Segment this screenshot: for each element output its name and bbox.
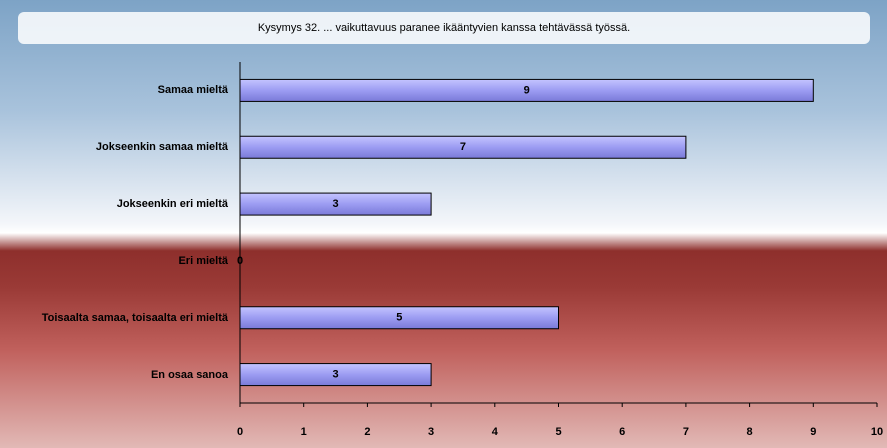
value-label: 7 bbox=[460, 141, 466, 153]
x-tick-label: 4 bbox=[492, 426, 499, 438]
x-tick-label: 8 bbox=[747, 426, 753, 438]
category-text: En osaa sanoa bbox=[150, 368, 228, 381]
value-label: 5 bbox=[396, 312, 402, 324]
category-text: Samaa mieltä bbox=[157, 84, 228, 97]
y-tick-label: Jokseenkin samaa mieltä bbox=[10, 127, 228, 167]
x-tick-label: 1 bbox=[301, 426, 307, 438]
category-text: Toisaalta samaa, toisaalta eri mieltä bbox=[41, 311, 228, 324]
bar bbox=[239, 135, 687, 159]
title-box bbox=[18, 12, 870, 44]
x-tick-label: 9 bbox=[810, 426, 816, 438]
y-tick-label: Samaa mieltä bbox=[10, 70, 228, 110]
y-tick-label: Toisaalta samaa, toisaalta eri mieltä bbox=[10, 298, 228, 338]
x-tick-label: 7 bbox=[683, 426, 689, 438]
bar bbox=[239, 192, 432, 216]
bar bbox=[239, 363, 432, 387]
y-tick-label: Eri mieltä bbox=[10, 241, 228, 281]
category-text: Eri mieltä bbox=[178, 254, 228, 267]
category-text: Jokseenkin eri mieltä bbox=[116, 198, 228, 211]
x-tick-label: 5 bbox=[555, 426, 561, 438]
chart-title: Kysymys 32. ... vaikuttavuus paranee ikä… bbox=[258, 22, 630, 34]
value-label: 9 bbox=[524, 84, 530, 96]
bar bbox=[239, 78, 814, 102]
x-tick-label: 2 bbox=[364, 426, 370, 438]
value-label: 3 bbox=[332, 368, 338, 380]
value-label: 0 bbox=[237, 255, 243, 267]
value-label: 3 bbox=[332, 198, 338, 210]
category-text: Jokseenkin samaa mieltä bbox=[95, 141, 228, 154]
y-tick-label: En osaa sanoa bbox=[10, 355, 228, 395]
bar bbox=[239, 306, 559, 330]
x-tick-label: 3 bbox=[428, 426, 434, 438]
x-tick-label: 10 bbox=[871, 426, 883, 438]
x-tick-label: 0 bbox=[237, 426, 243, 438]
x-tick-label: 6 bbox=[619, 426, 625, 438]
y-tick-label: Jokseenkin eri mieltä bbox=[10, 184, 228, 224]
